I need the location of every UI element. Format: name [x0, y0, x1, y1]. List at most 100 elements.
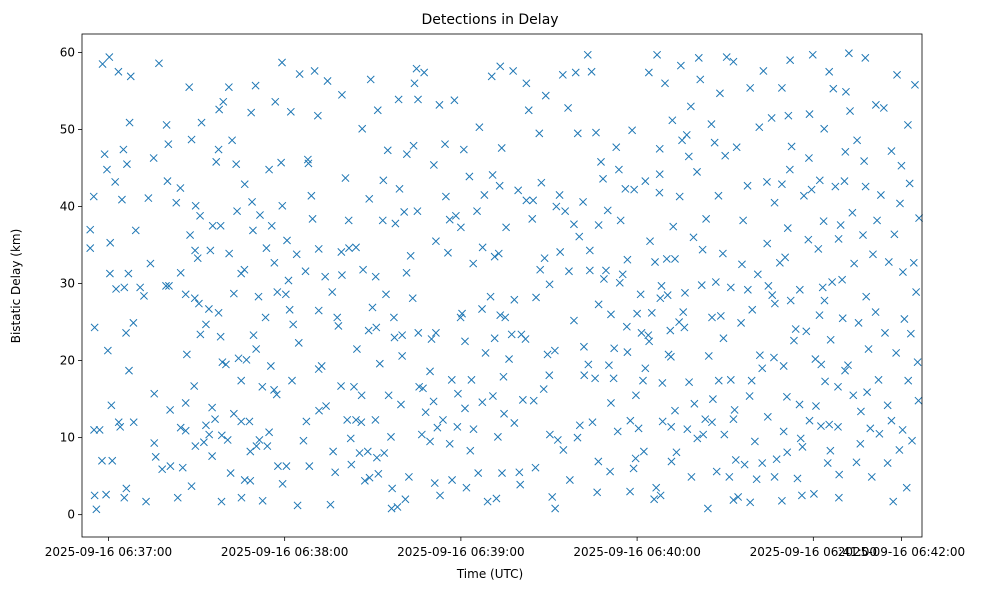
data-point	[164, 140, 173, 149]
data-point	[570, 316, 578, 325]
data-point	[92, 505, 101, 514]
data-point	[829, 84, 838, 93]
data-point	[116, 422, 125, 431]
data-point	[699, 430, 708, 439]
data-point	[680, 323, 689, 332]
data-point	[793, 474, 802, 483]
data-point	[216, 332, 225, 341]
data-point	[122, 160, 131, 169]
data-point	[823, 459, 832, 468]
data-point	[114, 418, 123, 427]
data-point	[494, 249, 503, 258]
data-point	[898, 268, 907, 276]
y-axis-label: Bistatic Delay (km)	[9, 229, 23, 344]
data-point	[350, 382, 358, 391]
data-point	[770, 299, 779, 308]
data-point	[166, 462, 175, 471]
data-point	[136, 283, 145, 292]
data-point	[607, 310, 615, 319]
data-point	[782, 392, 791, 401]
data-point	[543, 350, 552, 359]
data-point	[804, 235, 813, 244]
data-point	[490, 252, 499, 261]
data-point	[580, 371, 589, 380]
data-point	[474, 469, 483, 478]
data-point	[292, 250, 301, 259]
data-point	[730, 405, 739, 414]
data-point	[288, 376, 296, 385]
data-point	[500, 409, 509, 418]
data-point	[565, 476, 574, 484]
data-point	[834, 493, 843, 502]
data-point	[112, 285, 121, 293]
data-point	[488, 171, 497, 179]
data-point	[430, 479, 439, 488]
data-point	[308, 214, 317, 223]
data-point	[820, 124, 829, 133]
data-point	[644, 68, 653, 77]
data-point	[770, 472, 779, 481]
data-point	[610, 344, 619, 353]
data-point	[681, 288, 689, 297]
data-point	[715, 89, 724, 98]
data-point	[450, 96, 459, 105]
data-point	[426, 437, 434, 446]
data-point	[626, 487, 635, 496]
data-point	[182, 350, 191, 359]
data-point	[313, 111, 322, 120]
data-point	[465, 172, 474, 181]
data-point	[758, 364, 767, 373]
data-point	[214, 145, 223, 154]
data-point	[718, 249, 727, 258]
data-point	[459, 145, 468, 154]
data-point	[304, 159, 313, 168]
data-point	[214, 308, 223, 317]
data-point	[278, 58, 286, 67]
data-point	[120, 283, 129, 292]
data-point	[262, 244, 271, 253]
data-point	[618, 270, 627, 279]
data-point	[524, 106, 533, 115]
data-point	[762, 177, 771, 186]
data-point	[293, 501, 302, 510]
data-point	[197, 118, 206, 127]
data-point	[211, 415, 220, 424]
data-point	[488, 392, 497, 400]
data-point	[626, 416, 635, 425]
data-point	[831, 182, 840, 191]
data-point	[732, 143, 741, 152]
data-point	[119, 145, 128, 154]
data-point	[196, 330, 205, 339]
data-point	[181, 399, 190, 407]
data-point	[583, 50, 592, 59]
data-point	[637, 328, 646, 337]
data-point	[898, 425, 907, 434]
data-point	[850, 259, 859, 268]
data-point	[163, 177, 172, 186]
data-point	[412, 64, 421, 73]
data-point	[217, 431, 226, 440]
data-point	[267, 221, 276, 230]
data-point	[838, 314, 847, 323]
data-point	[746, 83, 755, 92]
data-point	[834, 382, 842, 391]
data-point	[103, 346, 112, 355]
data-point	[302, 417, 311, 426]
data-point	[212, 157, 221, 166]
data-point	[478, 305, 486, 313]
data-point	[535, 129, 544, 138]
data-point	[864, 345, 873, 354]
data-point	[826, 446, 835, 455]
data-point	[510, 419, 519, 427]
data-point	[541, 91, 550, 100]
data-point	[315, 406, 323, 415]
data-points	[86, 49, 924, 514]
data-point	[337, 90, 346, 99]
data-point	[645, 337, 654, 346]
data-point	[747, 376, 756, 385]
data-point	[310, 67, 319, 75]
data-point	[478, 398, 487, 407]
data-point	[799, 191, 808, 200]
data-point	[658, 378, 667, 387]
